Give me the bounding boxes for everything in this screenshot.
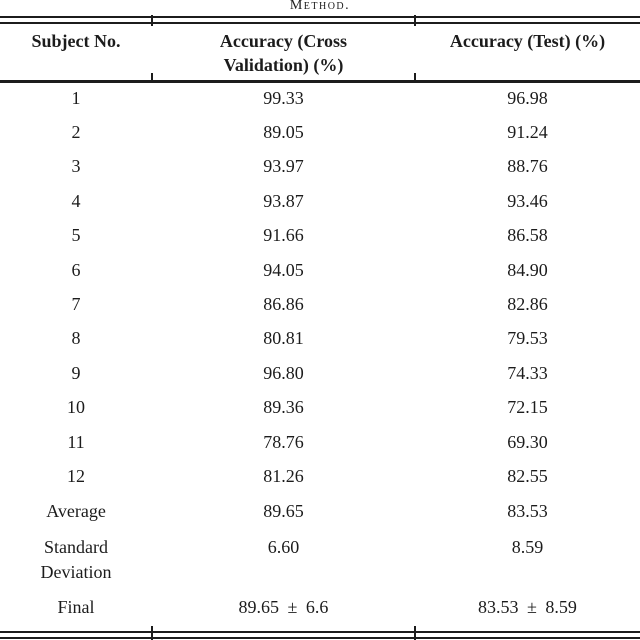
subject-cell: Average [46,500,106,521]
top-double-rule [0,16,640,24]
cv-accuracy-cell: 81.26 [263,465,304,486]
table-caption: Method. [289,0,351,13]
table-row: 10 89.36 72.15 [0,391,640,425]
test-accuracy-cell: 93.46 [507,190,548,211]
cv-accuracy-cell: 91.66 [263,225,304,246]
subject-cell: 7 [71,294,81,315]
test-accuracy-cell: 83.53 ± 8.59 [478,597,577,618]
table-row: 3 93.97 88.76 [0,150,640,184]
table-row: 2 89.05 91.24 [0,115,640,149]
standard-deviation-row: Standard Deviation 6.60 8.59 [0,529,640,589]
column-header-subject: Subject No. [0,24,152,83]
subject-cell: 3 [71,156,81,177]
results-table: Subject No. Accuracy (Cross Validation) … [0,24,640,627]
test-accuracy-cell: 86.58 [507,225,548,246]
cv-accuracy-cell: 96.80 [263,362,304,383]
cv-accuracy-cell: 80.81 [263,328,304,349]
subject-cell: 9 [71,362,81,383]
cv-accuracy-cell: 86.86 [263,294,304,315]
cv-accuracy-cell: 89.65 ± 6.6 [238,597,329,618]
column-divider-tick [414,73,416,83]
table-row: 8 80.81 79.53 [0,322,640,356]
average-row: Average 89.65 83.53 [0,494,640,529]
subject-cell: 12 [67,465,85,486]
subject-cell: Standard Deviation [40,536,112,582]
test-accuracy-cell: 74.33 [507,362,548,383]
table-row: 4 93.87 93.46 [0,184,640,218]
subject-cell: 5 [71,225,81,246]
cv-accuracy-cell: 89.05 [263,122,304,143]
cv-accuracy-cell: 78.76 [263,431,304,452]
subject-cell: 1 [71,88,81,109]
subject-cell: 11 [67,431,85,452]
table-header: Subject No. Accuracy (Cross Validation) … [0,24,640,83]
test-accuracy-cell: 69.30 [507,431,548,452]
column-divider-tick [151,73,153,83]
column-header-cv-accuracy: Accuracy (Cross Validation) (%) [152,24,415,83]
test-accuracy-cell: 79.53 [507,328,548,349]
header-row: Subject No. Accuracy (Cross Validation) … [0,24,640,83]
subject-cell: Final [57,597,95,618]
cv-accuracy-cell: 89.36 [263,397,304,418]
test-accuracy-cell: 8.59 [511,536,544,557]
subject-cell: 6 [71,259,81,280]
test-accuracy-cell: 91.24 [507,122,548,143]
test-accuracy-cell: 82.86 [507,294,548,315]
column-divider-tick [151,15,153,26]
table-row: 9 96.80 74.33 [0,356,640,390]
final-row: Final 89.65 ± 6.6 83.53 ± 8.59 [0,589,640,627]
column-divider-tick [414,626,416,640]
cv-accuracy-cell: 93.97 [263,156,304,177]
table-row: 6 94.05 84.90 [0,253,640,287]
cv-accuracy-cell: 94.05 [263,259,304,280]
cv-accuracy-cell: 6.60 [267,536,300,557]
test-accuracy-cell: 88.76 [507,156,548,177]
table-row: 11 78.76 69.30 [0,425,640,459]
table-row: 12 81.26 82.55 [0,459,640,493]
test-accuracy-cell: 83.53 [507,500,548,521]
subject-cell: 4 [71,190,81,211]
bottom-double-rule [0,631,640,639]
cv-accuracy-cell: 93.87 [263,190,304,211]
cv-accuracy-cell: 99.33 [263,88,304,109]
cv-accuracy-cell: 89.65 [263,500,304,521]
test-accuracy-cell: 84.90 [507,259,548,280]
subject-cell: 8 [71,328,81,349]
subject-cell: 2 [71,122,81,143]
table-row: 5 91.66 86.58 [0,219,640,253]
table-row: 7 86.86 82.86 [0,287,640,321]
test-accuracy-cell: 72.15 [507,397,548,418]
test-accuracy-cell: 82.55 [507,465,548,486]
column-header-test-accuracy: Accuracy (Test) (%) [415,24,640,83]
subject-cell: 10 [67,397,85,418]
column-divider-tick [151,626,153,640]
test-accuracy-cell: 96.98 [507,88,548,109]
column-divider-tick [414,15,416,26]
table-row: 1 99.33 96.98 [0,81,640,115]
table-body: 1 99.33 96.98 2 89.05 91.24 3 93.97 88.7… [0,81,640,627]
